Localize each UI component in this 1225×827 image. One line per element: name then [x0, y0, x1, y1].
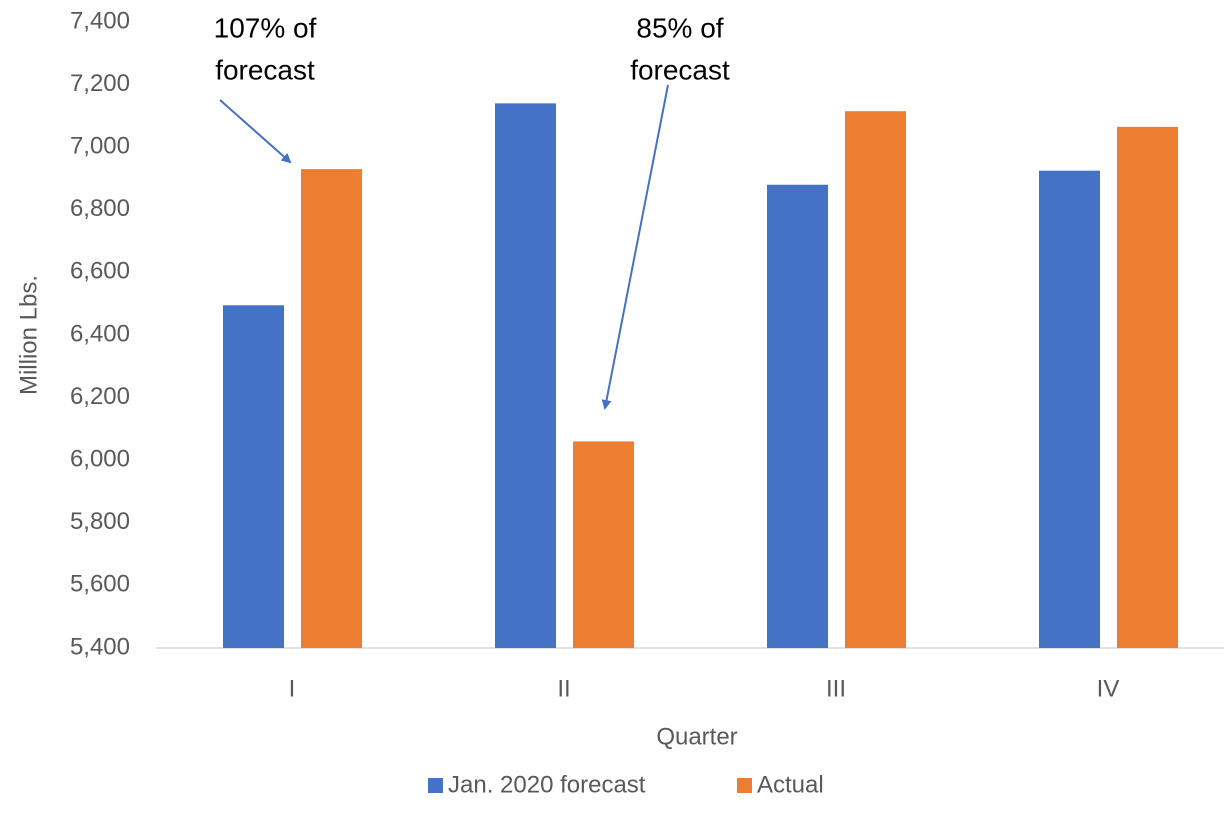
- bar: [767, 184, 828, 648]
- annotation: forecast: [215, 54, 315, 85]
- y-tick-label: 5,600: [70, 571, 130, 598]
- bar: [495, 103, 556, 648]
- annotation: forecast: [630, 54, 730, 85]
- bar: [1117, 126, 1178, 649]
- annotation-arrow: [601, 84, 669, 410]
- y-tick-label: 7,400: [70, 7, 130, 34]
- y-tick-label: 6,400: [70, 320, 130, 347]
- y-axis-title: Million Lbs.: [15, 275, 42, 395]
- x-axis-title: Quarter: [656, 723, 737, 750]
- y-tick-label: 6,600: [70, 258, 130, 285]
- y-tick-label: 6,800: [70, 195, 130, 222]
- x-tick-label: I: [289, 675, 296, 702]
- legend-label: Actual: [757, 771, 824, 798]
- x-tick-label: II: [557, 675, 570, 702]
- y-tick-label: 6,200: [70, 383, 130, 410]
- y-tick-label: 7,200: [70, 70, 130, 97]
- y-tick-label: 5,800: [70, 508, 130, 535]
- annotation: 107% of: [214, 12, 317, 43]
- legend-swatch: [428, 778, 443, 793]
- x-tick-label: IV: [1097, 675, 1120, 702]
- y-tick-label: 7,000: [70, 133, 130, 160]
- y-tick-label: 6,000: [70, 446, 130, 473]
- bar: [573, 441, 634, 648]
- bar: [1039, 170, 1100, 649]
- bar: [223, 305, 284, 648]
- annotation-arrow: [219, 99, 292, 164]
- y-tick-label: 5,400: [70, 633, 130, 660]
- annotation: 85% of: [636, 12, 723, 43]
- bar: [301, 169, 362, 649]
- bar: [845, 111, 906, 648]
- legend-swatch: [737, 778, 752, 793]
- legend-label: Jan. 2020 forecast: [448, 771, 646, 798]
- x-tick-label: III: [826, 675, 846, 702]
